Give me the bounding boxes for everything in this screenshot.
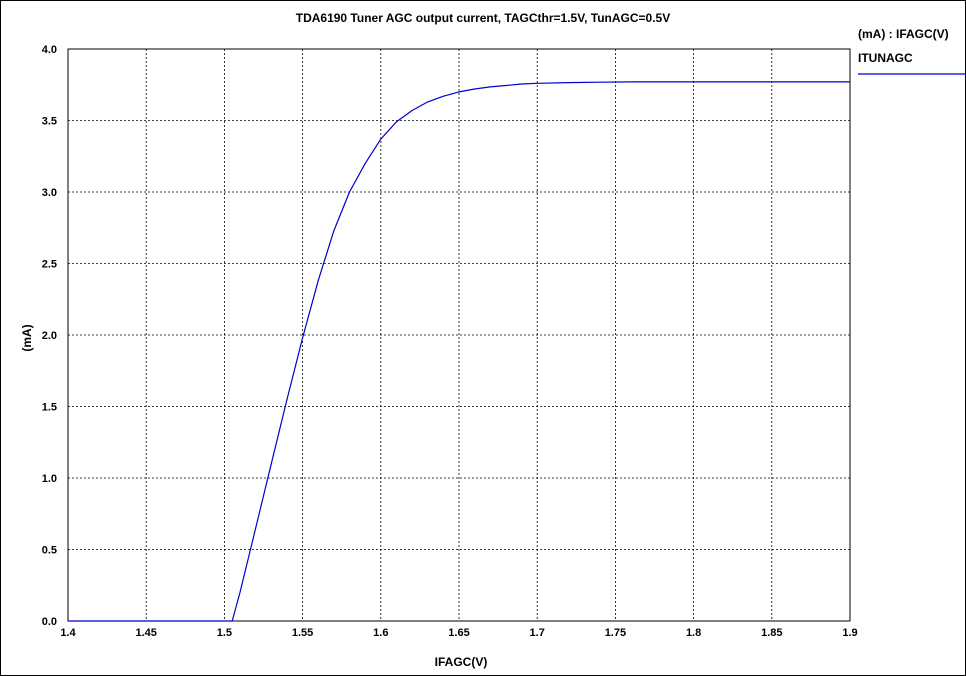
- x-tick-label: 1.6: [373, 627, 388, 639]
- legend: (mA) : IFAGC(V) ITUNAGC: [858, 27, 966, 75]
- x-tick-label: 1.5: [217, 627, 232, 639]
- y-tick-label: 2.0: [42, 330, 57, 342]
- series-layer: [68, 81, 850, 622]
- x-tick-label: 1.9: [842, 627, 857, 639]
- chart-title: TDA6190 Tuner AGC output current, TAGCth…: [296, 11, 671, 25]
- y-tick-label: 1.0: [42, 473, 57, 485]
- y-tick-label: 3.0: [42, 187, 57, 199]
- x-tick-label: 1.45: [135, 627, 156, 639]
- x-tick-label: 1.85: [761, 627, 782, 639]
- y-axis-label: (mA): [20, 324, 34, 351]
- grid-lines: [68, 49, 850, 621]
- y-tick-label: 0.5: [42, 545, 57, 557]
- x-tick-label: 1.55: [292, 627, 313, 639]
- y-tick-label: 4.0: [42, 44, 57, 56]
- x-tick-label: 1.7: [530, 627, 545, 639]
- series-line-itunagc: [68, 81, 850, 622]
- tick-labels: 1.4 1.45 1.5 1.55 1.6 1.65 1.7 1.75 1.8 1.85 1.9 0.…: [42, 44, 858, 639]
- y-tick-label: 3.5: [42, 116, 57, 128]
- legend-header: (mA) : IFAGC(V): [858, 27, 949, 41]
- x-tick-label: 1.4: [60, 627, 76, 639]
- x-tick-label: 1.8: [686, 627, 701, 639]
- plot-area-border: [67, 48, 851, 622]
- legend-entry-itunagc: ITUNAGC: [858, 51, 913, 65]
- x-tick-label: 1.65: [448, 627, 469, 639]
- y-tick-label: 2.5: [42, 259, 57, 271]
- y-tick-label: 0.0: [42, 616, 57, 628]
- y-tick-label: 1.5: [42, 402, 57, 414]
- x-tick-label: 1.75: [605, 627, 626, 639]
- x-axis-label: IFAGC(V): [435, 655, 488, 669]
